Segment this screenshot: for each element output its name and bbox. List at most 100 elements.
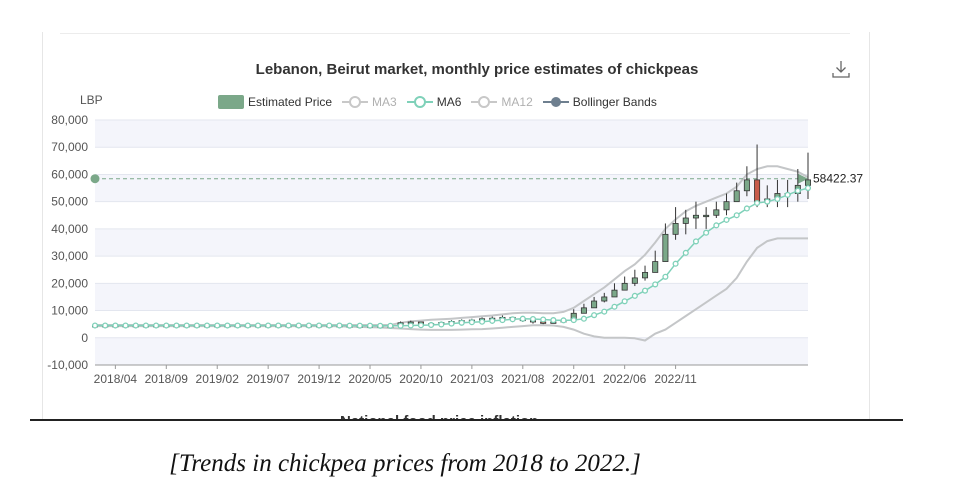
candle-body bbox=[743, 179, 750, 192]
candle-body bbox=[642, 272, 649, 279]
candle-body bbox=[631, 277, 638, 284]
ma6-point bbox=[387, 322, 394, 329]
ma6-point bbox=[428, 321, 435, 329]
legend-ma12[interactable]: MA12 bbox=[471, 95, 533, 109]
ma6-point bbox=[458, 319, 465, 326]
ma6-point bbox=[244, 322, 251, 329]
ma6-point bbox=[672, 260, 679, 267]
ma6-point bbox=[163, 322, 170, 329]
caption-rule bbox=[30, 419, 903, 421]
ma6-point bbox=[234, 322, 241, 329]
candle-body bbox=[591, 300, 598, 309]
ma6-point bbox=[326, 322, 333, 329]
ma6-point bbox=[540, 316, 547, 323]
legend-ma12-swatch bbox=[471, 96, 498, 108]
ma6-point bbox=[754, 199, 761, 207]
x-tick-label: 2021/03 bbox=[450, 372, 494, 386]
ma6-point bbox=[407, 322, 414, 329]
ma6-point bbox=[550, 317, 557, 324]
candle-body bbox=[662, 233, 669, 262]
legend-ma6-swatch bbox=[406, 96, 433, 108]
y-tick-label: 50,000 bbox=[51, 195, 88, 209]
ma6-point bbox=[316, 322, 323, 329]
legend-bollinger-swatch bbox=[542, 97, 569, 107]
card-top-border bbox=[60, 33, 850, 34]
ma6-point bbox=[356, 322, 363, 329]
ma6-point bbox=[173, 322, 180, 329]
legend-bollinger-bands[interactable]: Bollinger Bands bbox=[542, 95, 657, 109]
y-axis-unit: LBP bbox=[80, 93, 103, 107]
ma6-point bbox=[112, 322, 119, 329]
ma6-point bbox=[733, 212, 740, 219]
ma6-point bbox=[122, 322, 129, 329]
legend-ma3-swatch bbox=[342, 96, 369, 108]
y-tick-label: 30,000 bbox=[51, 249, 88, 263]
ma6-point bbox=[743, 205, 750, 212]
x-tick-label: 2022/06 bbox=[603, 372, 647, 386]
legend-label: MA12 bbox=[501, 95, 533, 109]
legend-label: MA6 bbox=[436, 95, 462, 109]
y-tick-label: 10,000 bbox=[51, 304, 88, 318]
x-tick-label: 2018/04 bbox=[94, 372, 138, 386]
ma6-point bbox=[621, 298, 628, 305]
ma6-point bbox=[91, 322, 99, 329]
ma6-point bbox=[611, 303, 618, 310]
x-tick-label: 2022/11 bbox=[654, 372, 697, 386]
ma6-point bbox=[265, 322, 272, 329]
reference-line-start-dot bbox=[90, 174, 100, 184]
y-tick-label: 70,000 bbox=[51, 140, 88, 154]
ma6-point bbox=[499, 317, 506, 324]
ma6-point bbox=[519, 315, 526, 322]
ma6-point bbox=[529, 315, 537, 323]
x-tick-label: 2019/12 bbox=[297, 372, 341, 386]
ma6-point bbox=[631, 292, 638, 299]
ma6-point bbox=[224, 322, 231, 329]
legend-estimated-price[interactable]: Estimated Price bbox=[218, 95, 332, 109]
legend-ma6[interactable]: MA6 bbox=[406, 95, 462, 109]
x-tick-label: 2019/07 bbox=[246, 372, 290, 386]
ma6-point bbox=[254, 322, 262, 329]
legend-ma3[interactable]: MA3 bbox=[342, 95, 397, 109]
grid-band bbox=[95, 228, 808, 257]
ma6-point bbox=[142, 322, 149, 329]
y-tick-label: -10,000 bbox=[47, 358, 88, 372]
y-tick-label: 40,000 bbox=[51, 222, 88, 236]
ma6-point bbox=[774, 195, 781, 202]
chart-title: Lebanon, Beirut market, monthly price es… bbox=[255, 61, 699, 78]
candle-body bbox=[580, 307, 587, 314]
ma6-point bbox=[285, 322, 292, 329]
ma6-point bbox=[193, 322, 200, 329]
x-tick-label: 2022/01 bbox=[552, 372, 596, 386]
candle-body bbox=[713, 209, 720, 216]
candle-body bbox=[754, 179, 761, 203]
ma6-point bbox=[489, 317, 496, 324]
ma6-point bbox=[641, 287, 649, 294]
grid-band bbox=[95, 337, 808, 365]
legend-label: Bollinger Bands bbox=[572, 95, 657, 109]
candle-body bbox=[805, 179, 812, 186]
next-chart-title-clipped: National food price inflation bbox=[340, 410, 580, 420]
ma6-point bbox=[591, 312, 598, 319]
chart-plot: 80,000 70,000 60,000 50,000 40,000 30,000 20,0… bbox=[47, 113, 863, 386]
ma6-point bbox=[183, 322, 190, 329]
ma6-point bbox=[723, 216, 730, 223]
legend-label: MA3 bbox=[372, 95, 397, 109]
y-tick-label: 0 bbox=[81, 331, 88, 345]
ma6-point bbox=[305, 322, 312, 329]
ma6-point bbox=[601, 308, 608, 315]
y-tick-label: 80,000 bbox=[51, 113, 88, 127]
ma6-point bbox=[153, 322, 160, 329]
ma6-point bbox=[438, 321, 445, 328]
y-tick-label: 20,000 bbox=[51, 276, 88, 290]
ma6-point bbox=[448, 320, 455, 327]
candle-body bbox=[621, 282, 628, 291]
ma6-point bbox=[417, 322, 424, 329]
ma6-point bbox=[203, 322, 211, 329]
candle-body bbox=[672, 223, 679, 235]
ma6-point bbox=[377, 322, 384, 329]
ma6-point bbox=[275, 322, 282, 329]
ma6-point bbox=[580, 315, 587, 322]
ma6-point bbox=[682, 249, 689, 256]
candle-body bbox=[652, 261, 659, 273]
download-icon[interactable] bbox=[830, 58, 852, 80]
